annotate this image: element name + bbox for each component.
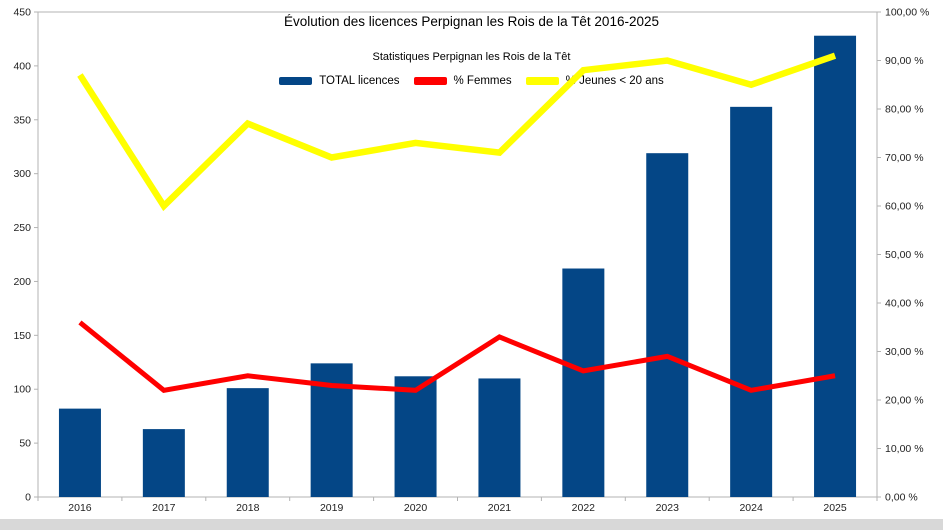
- right-axis-tick-label: 60,00 %: [885, 201, 924, 213]
- x-axis-label-2020: 2020: [404, 502, 428, 514]
- bar-2021[interactable]: [478, 378, 521, 497]
- bar-2023[interactable]: [646, 153, 689, 497]
- bar-2025[interactable]: [814, 35, 857, 497]
- bar-2020[interactable]: [394, 376, 437, 497]
- right-axis-tick-label: 80,00 %: [885, 104, 924, 116]
- left-axis-tick-label: 350: [13, 114, 31, 126]
- right-axis-tick-label: 100,00 %: [885, 7, 929, 19]
- legend-label-jeunes: % Jeunes < 20 ans: [565, 75, 664, 87]
- left-axis-tick-label: 250: [13, 222, 31, 234]
- right-axis-tick-label: 90,00 %: [885, 55, 924, 67]
- x-axis-label-2025: 2025: [823, 502, 847, 514]
- left-axis-tick-label: 100: [13, 384, 31, 396]
- legend-swatch-total-licences: [279, 77, 313, 85]
- chart-title: Évolution des licences Perpignan les Roi…: [284, 14, 659, 29]
- legend-swatch-jeunes: [525, 77, 559, 85]
- right-axis-tick-label: 10,00 %: [885, 443, 924, 455]
- x-axis-label-2019: 2019: [320, 502, 344, 514]
- line-femmes[interactable]: [78, 320, 836, 393]
- x-axis-label-2018: 2018: [236, 502, 260, 514]
- left-axis-tick-label: 0: [25, 492, 31, 504]
- x-axis-label-2023: 2023: [656, 502, 680, 514]
- legend-item-femmes[interactable]: % Femmes: [413, 75, 512, 87]
- bar-2024[interactable]: [730, 106, 773, 497]
- left-axis-tick-label: 200: [13, 276, 31, 288]
- sheet-background-strip: [0, 519, 943, 530]
- left-axis-tick-label: 450: [13, 7, 31, 19]
- bar-2022[interactable]: [562, 268, 605, 497]
- right-axis-tick-label: 30,00 %: [885, 346, 924, 358]
- chart-subtitle: Statistiques Perpignan les Rois de la Tê…: [372, 51, 571, 63]
- left-axis-tick-label: 300: [13, 168, 31, 180]
- legend-item-total-licences[interactable]: TOTAL licences: [279, 75, 400, 87]
- legend-item-jeunes[interactable]: % Jeunes < 20 ans: [525, 75, 664, 87]
- right-axis-tick-label: 0,00 %: [885, 492, 918, 504]
- legend-label-total-licences: TOTAL licences: [319, 75, 400, 87]
- legend-swatch-femmes: [413, 77, 447, 85]
- right-axis-tick-label: 70,00 %: [885, 152, 924, 164]
- left-axis-tick-label: 400: [13, 60, 31, 72]
- left-axis-tick-label: 50: [19, 438, 31, 450]
- right-axis-tick-label: 40,00 %: [885, 298, 924, 310]
- bar-2017[interactable]: [142, 429, 185, 497]
- line-jeunes[interactable]: [77, 52, 837, 212]
- x-axis-label-2024: 2024: [739, 502, 763, 514]
- x-axis-label-2022: 2022: [572, 502, 596, 514]
- left-axis-tick-label: 150: [13, 330, 31, 342]
- right-axis-tick-label: 50,00 %: [885, 249, 924, 261]
- legend-label-femmes: % Femmes: [453, 75, 512, 87]
- x-axis-label-2016: 2016: [68, 502, 92, 514]
- legend: TOTAL licences % Femmes % Jeunes < 20 an…: [0, 75, 943, 87]
- x-axis-label-2021: 2021: [488, 502, 512, 514]
- right-axis-tick-label: 20,00 %: [885, 395, 924, 407]
- bar-2016[interactable]: [58, 408, 101, 497]
- bar-2018[interactable]: [226, 388, 269, 497]
- x-axis-label-2017: 2017: [152, 502, 176, 514]
